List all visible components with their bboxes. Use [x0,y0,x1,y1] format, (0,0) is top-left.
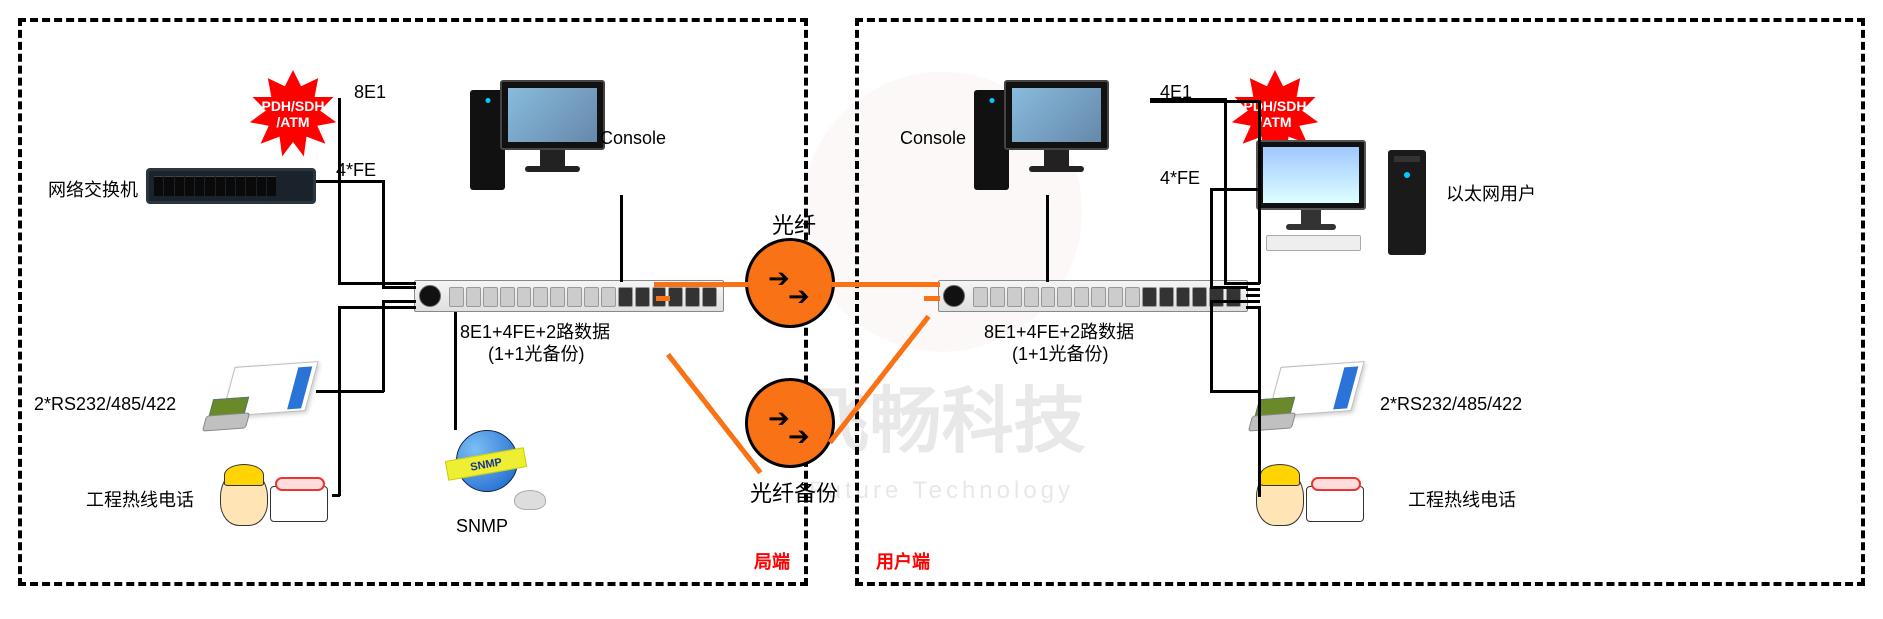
wire [332,494,340,497]
wire [454,312,457,430]
remote-title: 用户端 [876,548,930,574]
wire [1210,286,1248,289]
wire [1210,300,1213,392]
console-label-right: Console [900,128,966,149]
wire [1210,390,1258,393]
wire [1210,300,1248,303]
pdh-text1: PDH/SDH [261,98,324,114]
local-title: 局端 [754,548,790,574]
net-switch-label: 网络交换机 [48,176,138,202]
wire [1224,98,1227,284]
wire [1046,195,1049,282]
wire [1246,294,1260,297]
wire [338,306,416,309]
network-switch-left [146,168,316,204]
fiber-line [870,282,940,287]
pcmux-right [938,280,1248,312]
fiber-line [654,282,724,287]
pdh-text2: /ATM [276,114,309,130]
serial-device-left [210,358,315,430]
wire [1210,188,1260,191]
wire [338,282,416,285]
serial-device-right [1256,358,1361,430]
pcmux-label-left-2: (1+1光备份) [488,340,585,366]
hotline-label-right: 工程热线电话 [1408,486,1516,512]
wire [382,180,385,288]
eth-user-label: 以太网用户 [1446,180,1536,206]
wire [1246,288,1260,291]
wire [1246,300,1260,303]
wire [338,306,341,496]
wire [620,195,623,282]
wire [1150,100,1260,103]
fiber-main-icon: ➔ ➔ [745,238,835,328]
snmp-icon-left: SNMP [446,430,546,510]
wire [1258,100,1261,284]
fiber-line [656,296,670,301]
hotline-label-left: 工程热线电话 [86,486,194,512]
snmp-label: SNMP [456,516,508,537]
console-label-left: Console [600,128,666,149]
wire [382,300,416,303]
e1-label-left: 8E1 [354,82,386,103]
fe-label-left: 4*FE [336,160,376,181]
wire [316,180,384,183]
pdh-burst-left: PDH/SDH/ATM [248,70,338,160]
console-pc-right [974,80,1134,200]
wire [316,390,384,393]
wire [1258,306,1261,496]
fiber-line [832,282,872,287]
wire [338,98,341,284]
wire [1210,188,1213,286]
eth-user-pc [1256,140,1426,260]
rs-label-left: 2*RS232/485/422 [34,394,176,415]
fiber-main-label: 光纤 [772,208,816,240]
pdh-r-text2: /ATM [1258,114,1291,130]
wire [382,286,416,289]
wire [1246,306,1260,309]
phone-right [1256,464,1366,534]
rs-label-right: 2*RS232/485/422 [1380,394,1522,415]
pcmux-label-right-2: (1+1光备份) [1012,340,1109,366]
fiber-backup-icon: ➔ ➔ [745,378,835,468]
wire [1258,494,1261,497]
fiber-line [722,282,748,287]
fe-label-right: 4*FE [1160,168,1200,189]
phone-left [220,464,330,534]
fiber-backup-label: 光纤备份 [750,476,838,508]
wire [382,300,385,392]
fiber-line [924,296,940,301]
